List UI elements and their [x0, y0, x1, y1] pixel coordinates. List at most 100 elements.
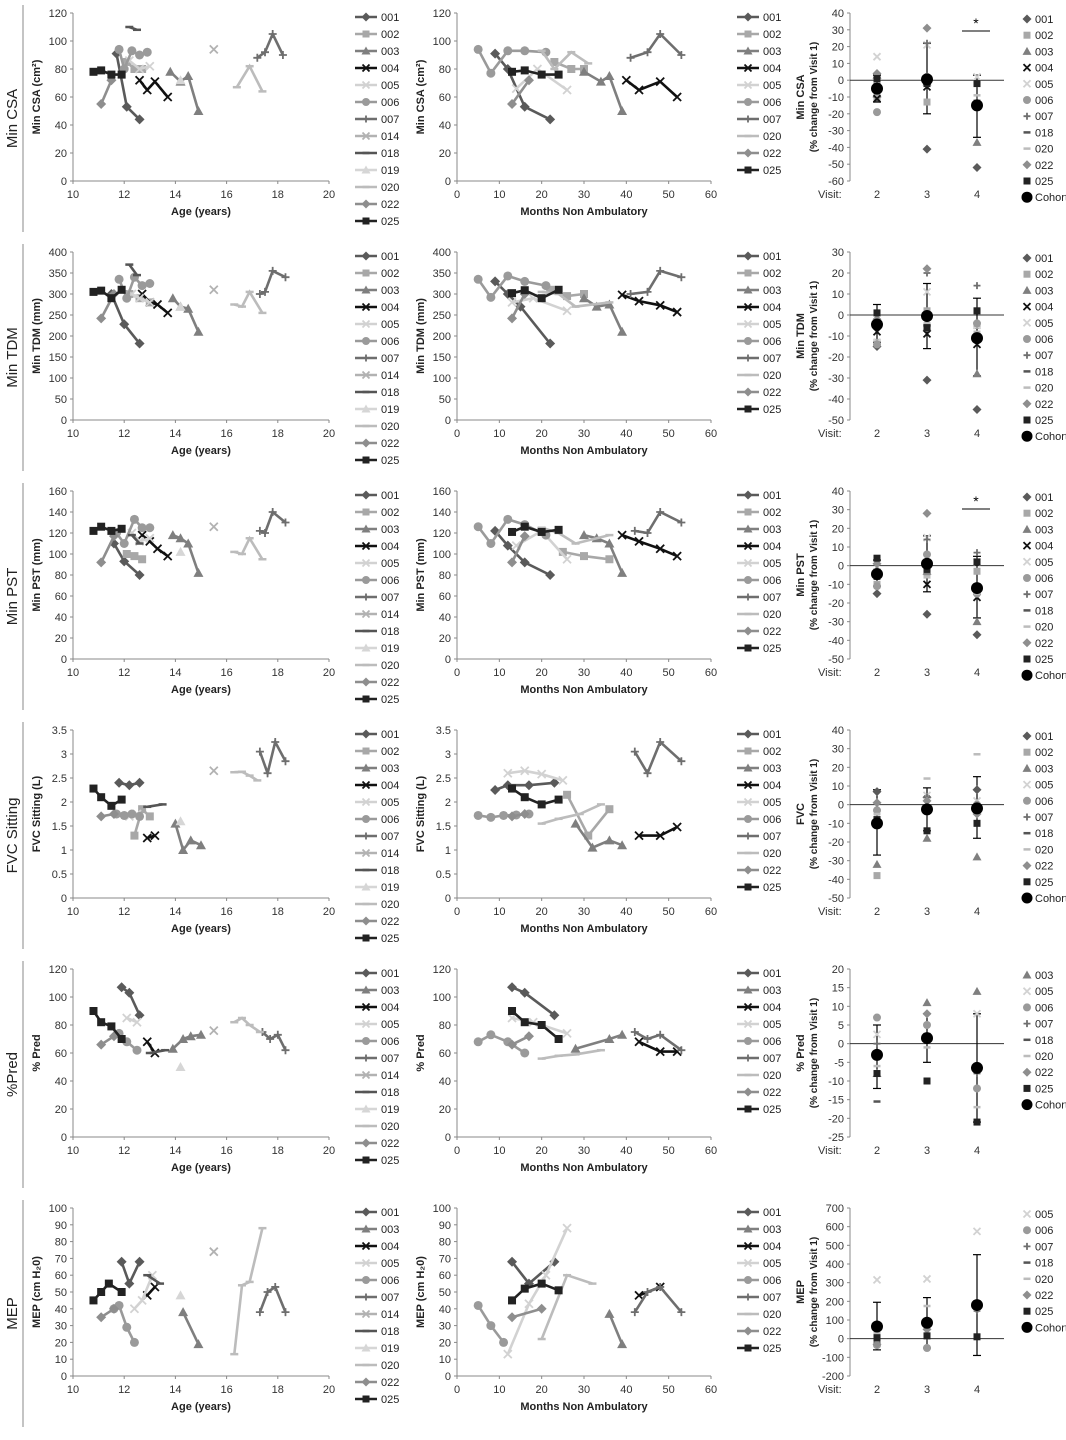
data-point [584, 831, 593, 840]
y-tick-label: 80 [55, 64, 67, 76]
data-point [617, 840, 628, 850]
legend-marker [1021, 1321, 1033, 1333]
data-point [117, 70, 126, 79]
data-point [185, 835, 196, 845]
data-point [655, 544, 665, 554]
data-point [921, 557, 933, 570]
series-018 [145, 1048, 170, 1055]
data-point [617, 326, 628, 336]
x-axis-label: Months Non Ambulatory [520, 1162, 648, 1174]
y-tick-label: 150 [49, 352, 67, 364]
legend-entry: 005 [355, 1019, 399, 1031]
series-001 [507, 982, 560, 1021]
data-point [655, 830, 665, 841]
legend-entry: 022 [737, 626, 781, 638]
data-point [263, 769, 272, 778]
y-tick-label: 10 [832, 1001, 844, 1013]
legend-marker [1023, 96, 1031, 104]
data-point [117, 1035, 126, 1043]
legend-label: 005 [763, 1019, 781, 1031]
legend-entry: 004 [737, 63, 781, 75]
legend-marker [743, 1224, 753, 1233]
legend-marker [1022, 14, 1032, 24]
legend-marker [744, 1276, 752, 1284]
series-022 [96, 1303, 119, 1323]
legend-label: 014 [381, 848, 399, 860]
legend-label: 001 [1035, 492, 1053, 504]
legend-label: 007 [381, 831, 399, 843]
y-tick-label: -10 [828, 92, 844, 104]
visit-label: Visit: [818, 906, 842, 918]
y-axis-label: FVC [795, 803, 807, 825]
row-label: FVC Sitting [4, 798, 21, 874]
data-point [972, 986, 982, 995]
data-point [872, 1275, 882, 1285]
legend-label: 022 [763, 148, 781, 160]
legend-marker [1022, 970, 1032, 979]
legend-entry: 007 [355, 1292, 399, 1304]
legend-label: 003 [381, 524, 399, 536]
series-001 [114, 777, 145, 791]
data-point [971, 99, 983, 112]
x-tick-label: 16 [220, 1384, 232, 1396]
data-point [193, 1339, 204, 1349]
data-point [520, 1284, 529, 1293]
y-tick-label: 250 [49, 310, 67, 322]
data-point [97, 1288, 106, 1296]
series-line [511, 1307, 543, 1319]
y-tick-label: 40 [439, 1076, 451, 1088]
legend-label: 025 [1035, 1083, 1053, 1095]
data-point [175, 533, 186, 543]
legend-label: 020 [763, 370, 781, 382]
data-point [499, 1337, 509, 1347]
series-005 [511, 64, 572, 95]
legend-marker [1022, 79, 1032, 88]
x-tick-label: 30 [578, 906, 590, 918]
legend-entry: 003 [355, 985, 399, 997]
data-point [545, 114, 556, 125]
legend-label: 018 [381, 1087, 399, 1099]
legend-label: 006 [763, 1036, 781, 1048]
data-point [502, 540, 513, 551]
data-point [490, 48, 501, 59]
y-axis-label: Min TDM (mm) [31, 298, 43, 374]
y-tick-label: 100 [49, 992, 67, 1004]
y-tick-label: -40 [828, 394, 844, 406]
data-point [872, 1339, 882, 1349]
legend-marker [361, 882, 371, 891]
legend-marker [1022, 302, 1032, 311]
series-Cohort [871, 802, 983, 830]
series-022 [872, 23, 932, 78]
legend-marker [361, 165, 371, 174]
legend-marker [362, 934, 370, 942]
row-label: MEP [4, 1297, 21, 1330]
series-line [583, 297, 624, 333]
legend-entry: 004 [355, 1241, 399, 1253]
x-tick-label: 10 [67, 1384, 79, 1396]
data-point [973, 282, 981, 290]
legend-entry: 006 [737, 1036, 781, 1048]
series-025 [89, 66, 126, 79]
legend-entry: 006 [355, 336, 399, 348]
legend-label: 004 [763, 780, 781, 792]
x-tick-label: 3 [924, 189, 930, 201]
legend-entry: 001 [355, 12, 399, 24]
legend-marker [744, 98, 752, 106]
data-point [972, 72, 982, 81]
legend-marker [362, 1156, 370, 1164]
y-tick-label: 0 [61, 415, 67, 427]
legend-label: 003 [1035, 970, 1053, 982]
data-point [922, 580, 932, 589]
data-point [523, 75, 534, 86]
data-point [486, 68, 496, 78]
series-line [511, 69, 559, 76]
legend-entry: 006 [737, 814, 781, 826]
data-point [554, 1035, 563, 1043]
legend-marker [1022, 399, 1032, 409]
legend-marker [362, 354, 370, 362]
y-tick-label: 10 [55, 1354, 67, 1366]
data-point [167, 530, 178, 540]
legend-marker [743, 626, 753, 636]
series-025 [873, 1070, 981, 1126]
